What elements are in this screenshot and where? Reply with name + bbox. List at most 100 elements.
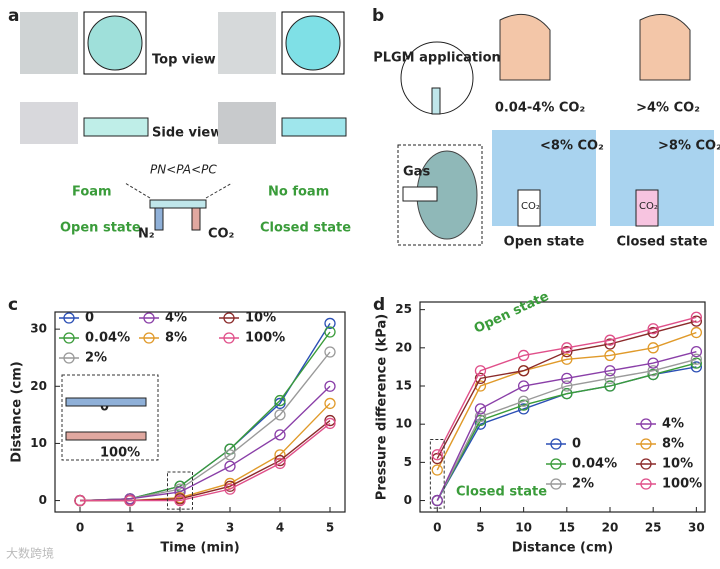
label: >8% CO₂ (658, 139, 720, 154)
legend-marker (550, 438, 562, 450)
annotation: Open state (472, 289, 552, 337)
series-line (79, 331, 331, 502)
data-point (690, 315, 703, 327)
side-schematic (83, 117, 149, 137)
data-point (561, 345, 573, 358)
data-point (690, 361, 703, 373)
tube (154, 207, 164, 231)
x-tick-label: 2 (176, 521, 184, 535)
panel-label: b (372, 6, 384, 26)
x-tick-label: 3 (226, 521, 234, 535)
y-tick-label: 5 (404, 455, 412, 469)
data-point (324, 414, 336, 427)
label: CO₂ (208, 227, 234, 242)
legend-label: 0.04% (572, 457, 617, 472)
series-line (436, 331, 697, 471)
label: Top view (152, 53, 216, 68)
data-point (324, 380, 336, 392)
data-point (274, 397, 286, 410)
data-point (274, 457, 286, 470)
building (635, 189, 659, 227)
legend-marker (640, 478, 652, 490)
label: PLGM application (373, 51, 501, 66)
legend-marker (550, 458, 562, 470)
legend-label: 8% (662, 437, 684, 452)
data-point (690, 326, 703, 339)
data-point (647, 323, 659, 335)
legend-label: 2% (572, 477, 594, 492)
legend-label: 2% (85, 351, 107, 366)
x-tick-label: 20 (602, 521, 619, 535)
building (517, 189, 541, 227)
data-point (517, 380, 530, 392)
legend-marker (640, 458, 652, 470)
y-tick-label: 30 (30, 322, 47, 336)
face (499, 13, 551, 81)
data-point (517, 395, 530, 407)
device (431, 87, 441, 115)
zoom-box (429, 438, 445, 509)
data-point (517, 399, 530, 411)
data-point (561, 380, 573, 392)
label: Gas (403, 165, 430, 180)
data-point (474, 372, 487, 385)
y-tick-label: 0 (404, 493, 412, 507)
x-tick-label: 15 (558, 521, 575, 535)
data-point (647, 326, 659, 339)
legend-label: 0 (85, 311, 94, 326)
data-point (561, 387, 573, 400)
y-axis-label: Distance (cm) (10, 361, 25, 462)
x-tick-label: 4 (276, 521, 284, 535)
label: <8% CO₂ (540, 139, 604, 154)
panel-label: a (8, 6, 19, 26)
x-tick-label: 1 (126, 521, 134, 535)
panel-b: b PLGM application Gas 0.04-4% CO₂ >4% C… (372, 6, 720, 250)
photo (20, 12, 78, 74)
x-tick-label: 25 (645, 521, 662, 535)
data-point (690, 345, 703, 358)
series-line (436, 316, 697, 456)
legend-label: 100% (662, 477, 702, 492)
data-point (517, 403, 530, 415)
photo (218, 102, 276, 144)
legend-marker (223, 332, 235, 344)
legend-marker (223, 312, 235, 324)
data-point (647, 342, 659, 354)
data-point (224, 449, 236, 461)
side-schematic (281, 117, 347, 137)
data-point (561, 353, 573, 365)
tube (191, 207, 201, 231)
data-point (604, 334, 616, 346)
data-point (690, 357, 703, 369)
data-point (224, 460, 236, 472)
series-line (436, 320, 697, 459)
photo (20, 102, 78, 144)
y-tick-label: 10 (30, 436, 47, 450)
data-point (324, 397, 336, 410)
legend-marker (63, 312, 75, 324)
data-point (74, 494, 86, 507)
data-point (324, 317, 336, 330)
data-point (474, 418, 487, 430)
data-point (647, 365, 659, 377)
series-line (79, 385, 331, 502)
label: CO₂ (639, 201, 658, 212)
plot-frame (54, 311, 346, 513)
label: No foam (268, 185, 329, 200)
inset-bar (65, 431, 147, 441)
data-point (274, 394, 286, 407)
legend-marker (143, 312, 155, 324)
arrow (124, 182, 151, 199)
label: Open state (504, 235, 585, 250)
data-point (647, 368, 659, 381)
arrow (205, 182, 233, 199)
label: Side view (152, 126, 222, 141)
watermark: 大数跨境 (6, 546, 54, 561)
label: Foam (72, 185, 112, 200)
legend-marker (143, 332, 155, 344)
label: N₂ (138, 227, 155, 242)
legend-marker (63, 352, 75, 364)
data-point (431, 494, 443, 507)
data-point (604, 365, 616, 377)
data-point (604, 338, 616, 350)
